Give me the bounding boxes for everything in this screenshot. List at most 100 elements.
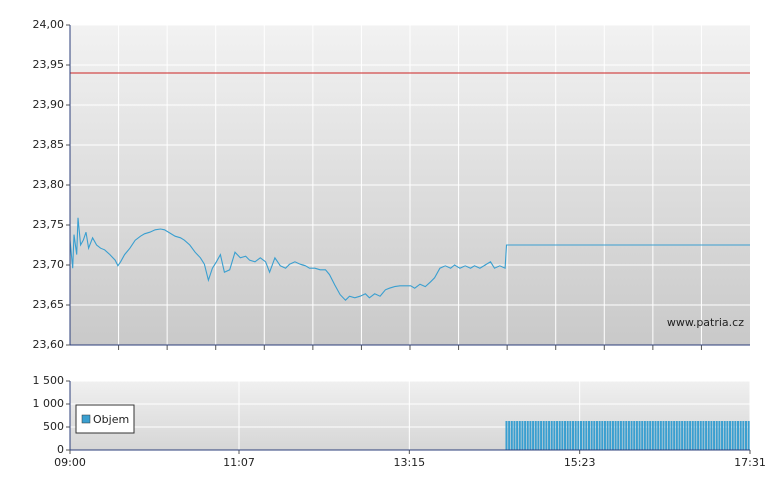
volume-bar <box>553 421 556 450</box>
volume-bar <box>633 421 636 450</box>
volume-bar <box>649 421 652 450</box>
volume-bar <box>572 421 575 450</box>
volume-bar <box>686 421 689 450</box>
volume-bar <box>513 421 516 450</box>
volume-bar <box>675 421 678 450</box>
volume-bar <box>702 421 705 450</box>
y-tick-label: 500 <box>43 420 64 433</box>
volume-bar <box>718 421 721 450</box>
volume-bar <box>659 421 662 450</box>
legend-swatch <box>81 414 91 424</box>
volume-bar <box>508 421 511 450</box>
y-tick-label: 23,90 <box>33 98 65 111</box>
volume-bar <box>689 421 692 450</box>
volume-bar <box>537 421 540 450</box>
volume-bar <box>598 421 601 450</box>
volume-bar <box>745 421 748 450</box>
volume-bar <box>622 421 625 450</box>
volume-bar <box>505 421 508 450</box>
volume-bar <box>734 421 737 450</box>
volume-bar <box>705 421 708 450</box>
volume-bar <box>609 421 612 450</box>
volume-bar <box>550 421 553 450</box>
volume-bar <box>710 421 713 450</box>
price-line <box>69 217 750 301</box>
volume-bar <box>587 421 590 450</box>
volume-bar <box>723 421 726 450</box>
volume-bar <box>742 421 745 450</box>
volume-bar <box>529 421 532 450</box>
volume-bar <box>646 421 649 450</box>
volume-bar <box>627 421 630 450</box>
volume-bar <box>619 421 622 450</box>
volume-bar <box>582 421 585 450</box>
volume-bar <box>737 421 740 450</box>
y-tick-label: 23,60 <box>33 338 65 351</box>
y-tick-label: 23,75 <box>33 218 65 231</box>
volume-bar <box>542 421 545 450</box>
volume-bar <box>641 421 644 450</box>
volume-bar <box>697 421 700 450</box>
volume-bar <box>721 421 724 450</box>
volume-bar <box>585 421 588 450</box>
y-tick-label: 23,95 <box>33 58 65 71</box>
volume-bar <box>731 421 734 450</box>
volume-bar <box>747 421 750 450</box>
volume-bar <box>667 421 670 450</box>
x-tick-label: 17:31 <box>734 456 766 469</box>
volume-bar <box>654 421 657 450</box>
volume-bar <box>518 421 521 450</box>
volume-bar <box>630 421 633 450</box>
volume-bar <box>614 421 617 450</box>
volume-bar <box>606 421 609 450</box>
volume-bar <box>574 421 577 450</box>
volume-bar <box>510 421 513 450</box>
volume-bar <box>532 421 535 450</box>
volume-bar <box>569 421 572 450</box>
volume-bar <box>715 421 718 450</box>
volume-bar <box>603 421 606 450</box>
x-tick-label: 15:23 <box>564 456 596 469</box>
y-tick-label: 23,80 <box>33 178 65 191</box>
volume-bar <box>548 421 551 450</box>
volume-bar <box>635 421 638 450</box>
watermark: www.patria.cz <box>667 316 744 329</box>
volume-bar <box>611 421 614 450</box>
volume-bar <box>638 421 641 450</box>
x-tick-label: 09:00 <box>54 456 86 469</box>
y-tick-label: 23,65 <box>33 298 65 311</box>
volume-bar <box>699 421 702 450</box>
volume-bar <box>556 421 559 450</box>
volume-bar <box>545 421 548 450</box>
volume-bar <box>625 421 628 450</box>
volume-bar <box>561 421 564 450</box>
volume-bar <box>681 421 684 450</box>
volume-bar <box>526 421 529 450</box>
volume-bar <box>673 421 676 450</box>
volume-bar <box>593 421 596 450</box>
volume-bar <box>726 421 729 450</box>
volume-bar <box>579 421 582 450</box>
volume-bar <box>577 421 580 450</box>
volume-bar <box>651 421 654 450</box>
volume-bar <box>729 421 732 450</box>
x-tick-label: 13:15 <box>393 456 425 469</box>
volume-bar <box>707 421 710 450</box>
volume-bar <box>662 421 665 450</box>
volume-bar <box>713 421 716 450</box>
y-tick-label: 23,70 <box>33 258 65 271</box>
volume-bar <box>665 421 668 450</box>
y-tick-label: 0 <box>57 443 64 456</box>
y-tick-label: 23,85 <box>33 138 65 151</box>
volume-bar <box>521 421 524 450</box>
volume-bar <box>643 421 646 450</box>
volume-bar <box>534 421 537 450</box>
volume-bar <box>595 421 598 450</box>
volume-bar <box>678 421 681 450</box>
x-tick-label: 11:07 <box>223 456 255 469</box>
volume-bar <box>566 421 569 450</box>
volume-bar <box>558 421 561 450</box>
volume-bar <box>524 421 527 450</box>
volume-bar <box>516 421 519 450</box>
